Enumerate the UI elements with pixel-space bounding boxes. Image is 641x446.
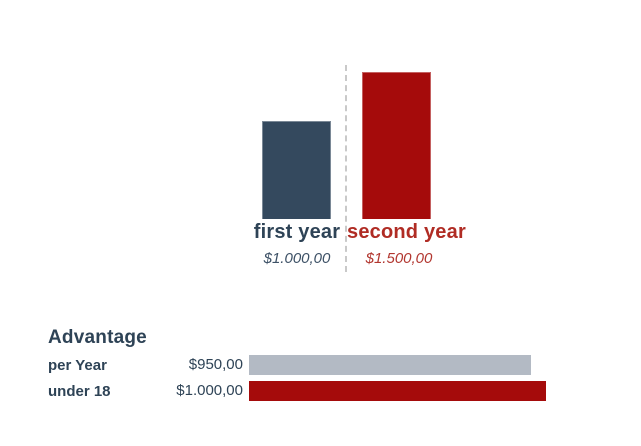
second-year-value: $1.500,00	[365, 250, 433, 267]
year-comparison-chart	[0, 0, 641, 219]
first-year-value: $1.000,00	[263, 250, 331, 267]
first-year-bar	[262, 121, 331, 219]
advantage-section-title: Advantage	[48, 327, 147, 348]
under-18-label: under 18	[48, 383, 111, 400]
under-18-bar	[249, 381, 546, 401]
second-year-label: second year	[347, 221, 466, 243]
under-18-value: $1.000,00	[176, 382, 243, 399]
first-year-label: first year	[253, 221, 341, 243]
second-year-bar	[362, 72, 431, 219]
per-year-bar	[249, 355, 531, 375]
per-year-label: per Year	[48, 357, 107, 374]
per-year-value: $950,00	[188, 356, 243, 373]
dashed-divider	[345, 65, 347, 272]
